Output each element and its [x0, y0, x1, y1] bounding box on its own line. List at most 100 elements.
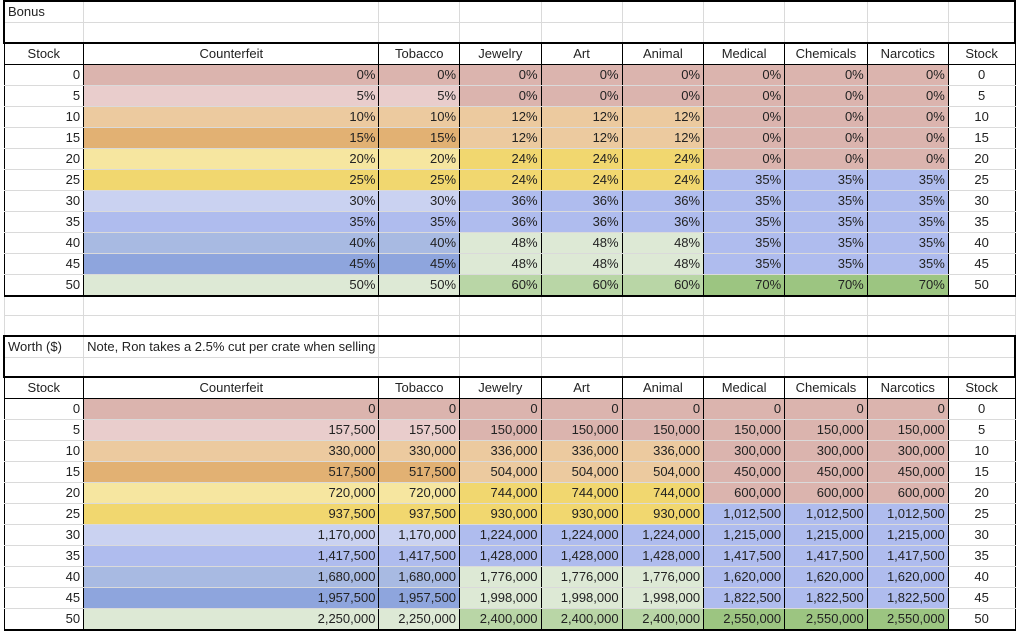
empty-cell[interactable] [378, 0, 461, 23]
value-cell-narcotics[interactable]: 35% [866, 252, 949, 275]
empty-cell[interactable] [378, 295, 461, 316]
value-cell-tobacco[interactable]: 5% [378, 84, 461, 107]
empty-cell[interactable] [947, 22, 1016, 43]
empty-cell[interactable] [703, 22, 786, 43]
stock-cell-right[interactable]: 10 [947, 105, 1016, 128]
value-cell-animal[interactable]: 12% [621, 105, 705, 128]
value-cell-jewelry[interactable]: 930,000 [459, 503, 542, 525]
column-header-art[interactable]: Art [540, 41, 623, 65]
value-cell-chemicals[interactable]: 35% [784, 252, 868, 275]
value-cell-counterfeit[interactable]: 517,500 [83, 461, 380, 483]
value-cell-narcotics[interactable]: 0 [866, 398, 949, 420]
empty-cell[interactable] [866, 315, 949, 336]
value-cell-art[interactable]: 150,000 [540, 419, 623, 441]
empty-cell[interactable] [784, 0, 868, 23]
empty-cell[interactable] [784, 22, 868, 43]
column-header-animal[interactable]: Animal [621, 376, 705, 399]
value-cell-art[interactable]: 0 [540, 398, 623, 420]
value-cell-art[interactable]: 1,776,000 [540, 566, 623, 588]
empty-cell[interactable] [378, 356, 461, 378]
empty-cell[interactable] [784, 334, 868, 358]
value-cell-chemicals[interactable]: 450,000 [784, 461, 868, 483]
value-cell-medical[interactable]: 600,000 [703, 482, 786, 504]
value-cell-counterfeit[interactable]: 30% [83, 189, 380, 212]
value-cell-tobacco[interactable]: 1,170,000 [378, 524, 461, 546]
empty-cell[interactable] [3, 22, 85, 43]
value-cell-medical[interactable]: 35% [703, 252, 786, 275]
empty-cell[interactable] [866, 0, 949, 23]
value-cell-jewelry[interactable]: 1,776,000 [459, 566, 542, 588]
empty-cell[interactable] [947, 334, 1016, 358]
empty-cell[interactable] [459, 315, 542, 336]
stock-cell[interactable]: 0 [3, 63, 85, 86]
value-cell-tobacco[interactable]: 35% [378, 210, 461, 233]
empty-cell[interactable] [866, 295, 949, 316]
empty-cell[interactable] [703, 334, 786, 358]
value-cell-counterfeit[interactable]: 937,500 [83, 503, 380, 525]
value-cell-counterfeit[interactable]: 25% [83, 168, 380, 191]
stock-cell[interactable]: 50 [3, 273, 85, 297]
value-cell-animal[interactable]: 0% [621, 63, 705, 86]
value-cell-animal[interactable]: 336,000 [621, 440, 705, 462]
stock-cell-right[interactable]: 20 [947, 482, 1016, 504]
value-cell-narcotics[interactable]: 1,215,000 [866, 524, 949, 546]
column-header-tobacco[interactable]: Tobacco [378, 376, 461, 399]
empty-cell[interactable] [621, 356, 705, 378]
value-cell-narcotics[interactable]: 1,822,500 [866, 587, 949, 609]
value-cell-art[interactable]: 12% [540, 126, 623, 149]
empty-cell[interactable] [459, 0, 542, 23]
value-cell-jewelry[interactable]: 0 [459, 398, 542, 420]
value-cell-art[interactable]: 336,000 [540, 440, 623, 462]
column-header-chemicals[interactable]: Chemicals [784, 41, 868, 65]
value-cell-medical[interactable]: 0% [703, 126, 786, 149]
column-header-jewelry[interactable]: Jewelry [459, 41, 542, 65]
stock-cell-right[interactable]: 50 [947, 273, 1016, 297]
value-cell-counterfeit[interactable]: 35% [83, 210, 380, 233]
value-cell-chemicals[interactable]: 0% [784, 126, 868, 149]
stock-cell[interactable]: 10 [3, 440, 85, 462]
table-title-cell[interactable]: Bonus [3, 0, 85, 23]
value-cell-animal[interactable]: 504,000 [621, 461, 705, 483]
empty-cell[interactable] [621, 315, 705, 336]
stock-cell-right[interactable]: 30 [947, 189, 1016, 212]
empty-cell[interactable] [3, 295, 85, 316]
value-cell-narcotics[interactable]: 35% [866, 210, 949, 233]
empty-cell[interactable] [947, 0, 1016, 23]
column-header-narcotics[interactable]: Narcotics [866, 376, 949, 399]
value-cell-narcotics[interactable]: 0% [866, 84, 949, 107]
value-cell-jewelry[interactable]: 1,428,000 [459, 545, 542, 567]
value-cell-medical[interactable]: 35% [703, 210, 786, 233]
value-cell-counterfeit[interactable]: 330,000 [83, 440, 380, 462]
value-cell-narcotics[interactable]: 0% [866, 105, 949, 128]
stock-cell[interactable]: 40 [3, 566, 85, 588]
value-cell-art[interactable]: 0% [540, 84, 623, 107]
empty-cell[interactable] [784, 295, 868, 316]
value-cell-tobacco[interactable]: 45% [378, 252, 461, 275]
value-cell-counterfeit[interactable]: 1,957,500 [83, 587, 380, 609]
value-cell-animal[interactable]: 24% [621, 147, 705, 170]
value-cell-chemicals[interactable]: 1,620,000 [784, 566, 868, 588]
empty-cell[interactable] [866, 334, 949, 358]
value-cell-jewelry[interactable]: 744,000 [459, 482, 542, 504]
empty-cell[interactable] [703, 356, 786, 378]
value-cell-animal[interactable]: 36% [621, 189, 705, 212]
empty-cell[interactable] [540, 315, 623, 336]
value-cell-chemicals[interactable]: 150,000 [784, 419, 868, 441]
column-header-narcotics[interactable]: Narcotics [866, 41, 949, 65]
empty-cell[interactable] [459, 22, 542, 43]
value-cell-tobacco[interactable]: 1,417,500 [378, 545, 461, 567]
value-cell-narcotics[interactable]: 0% [866, 126, 949, 149]
value-cell-animal[interactable]: 0 [621, 398, 705, 420]
empty-cell[interactable] [459, 356, 542, 378]
value-cell-art[interactable]: 12% [540, 105, 623, 128]
stock-cell[interactable]: 35 [3, 545, 85, 567]
stock-cell[interactable]: 10 [3, 105, 85, 128]
column-header-art[interactable]: Art [540, 376, 623, 399]
column-header-jewelry[interactable]: Jewelry [459, 376, 542, 399]
value-cell-counterfeit[interactable]: 0% [83, 63, 380, 86]
stock-cell-right[interactable]: 0 [947, 63, 1016, 86]
value-cell-narcotics[interactable]: 0% [866, 147, 949, 170]
value-cell-art[interactable]: 60% [540, 273, 623, 297]
stock-cell[interactable]: 20 [3, 147, 85, 170]
empty-cell[interactable] [866, 356, 949, 378]
